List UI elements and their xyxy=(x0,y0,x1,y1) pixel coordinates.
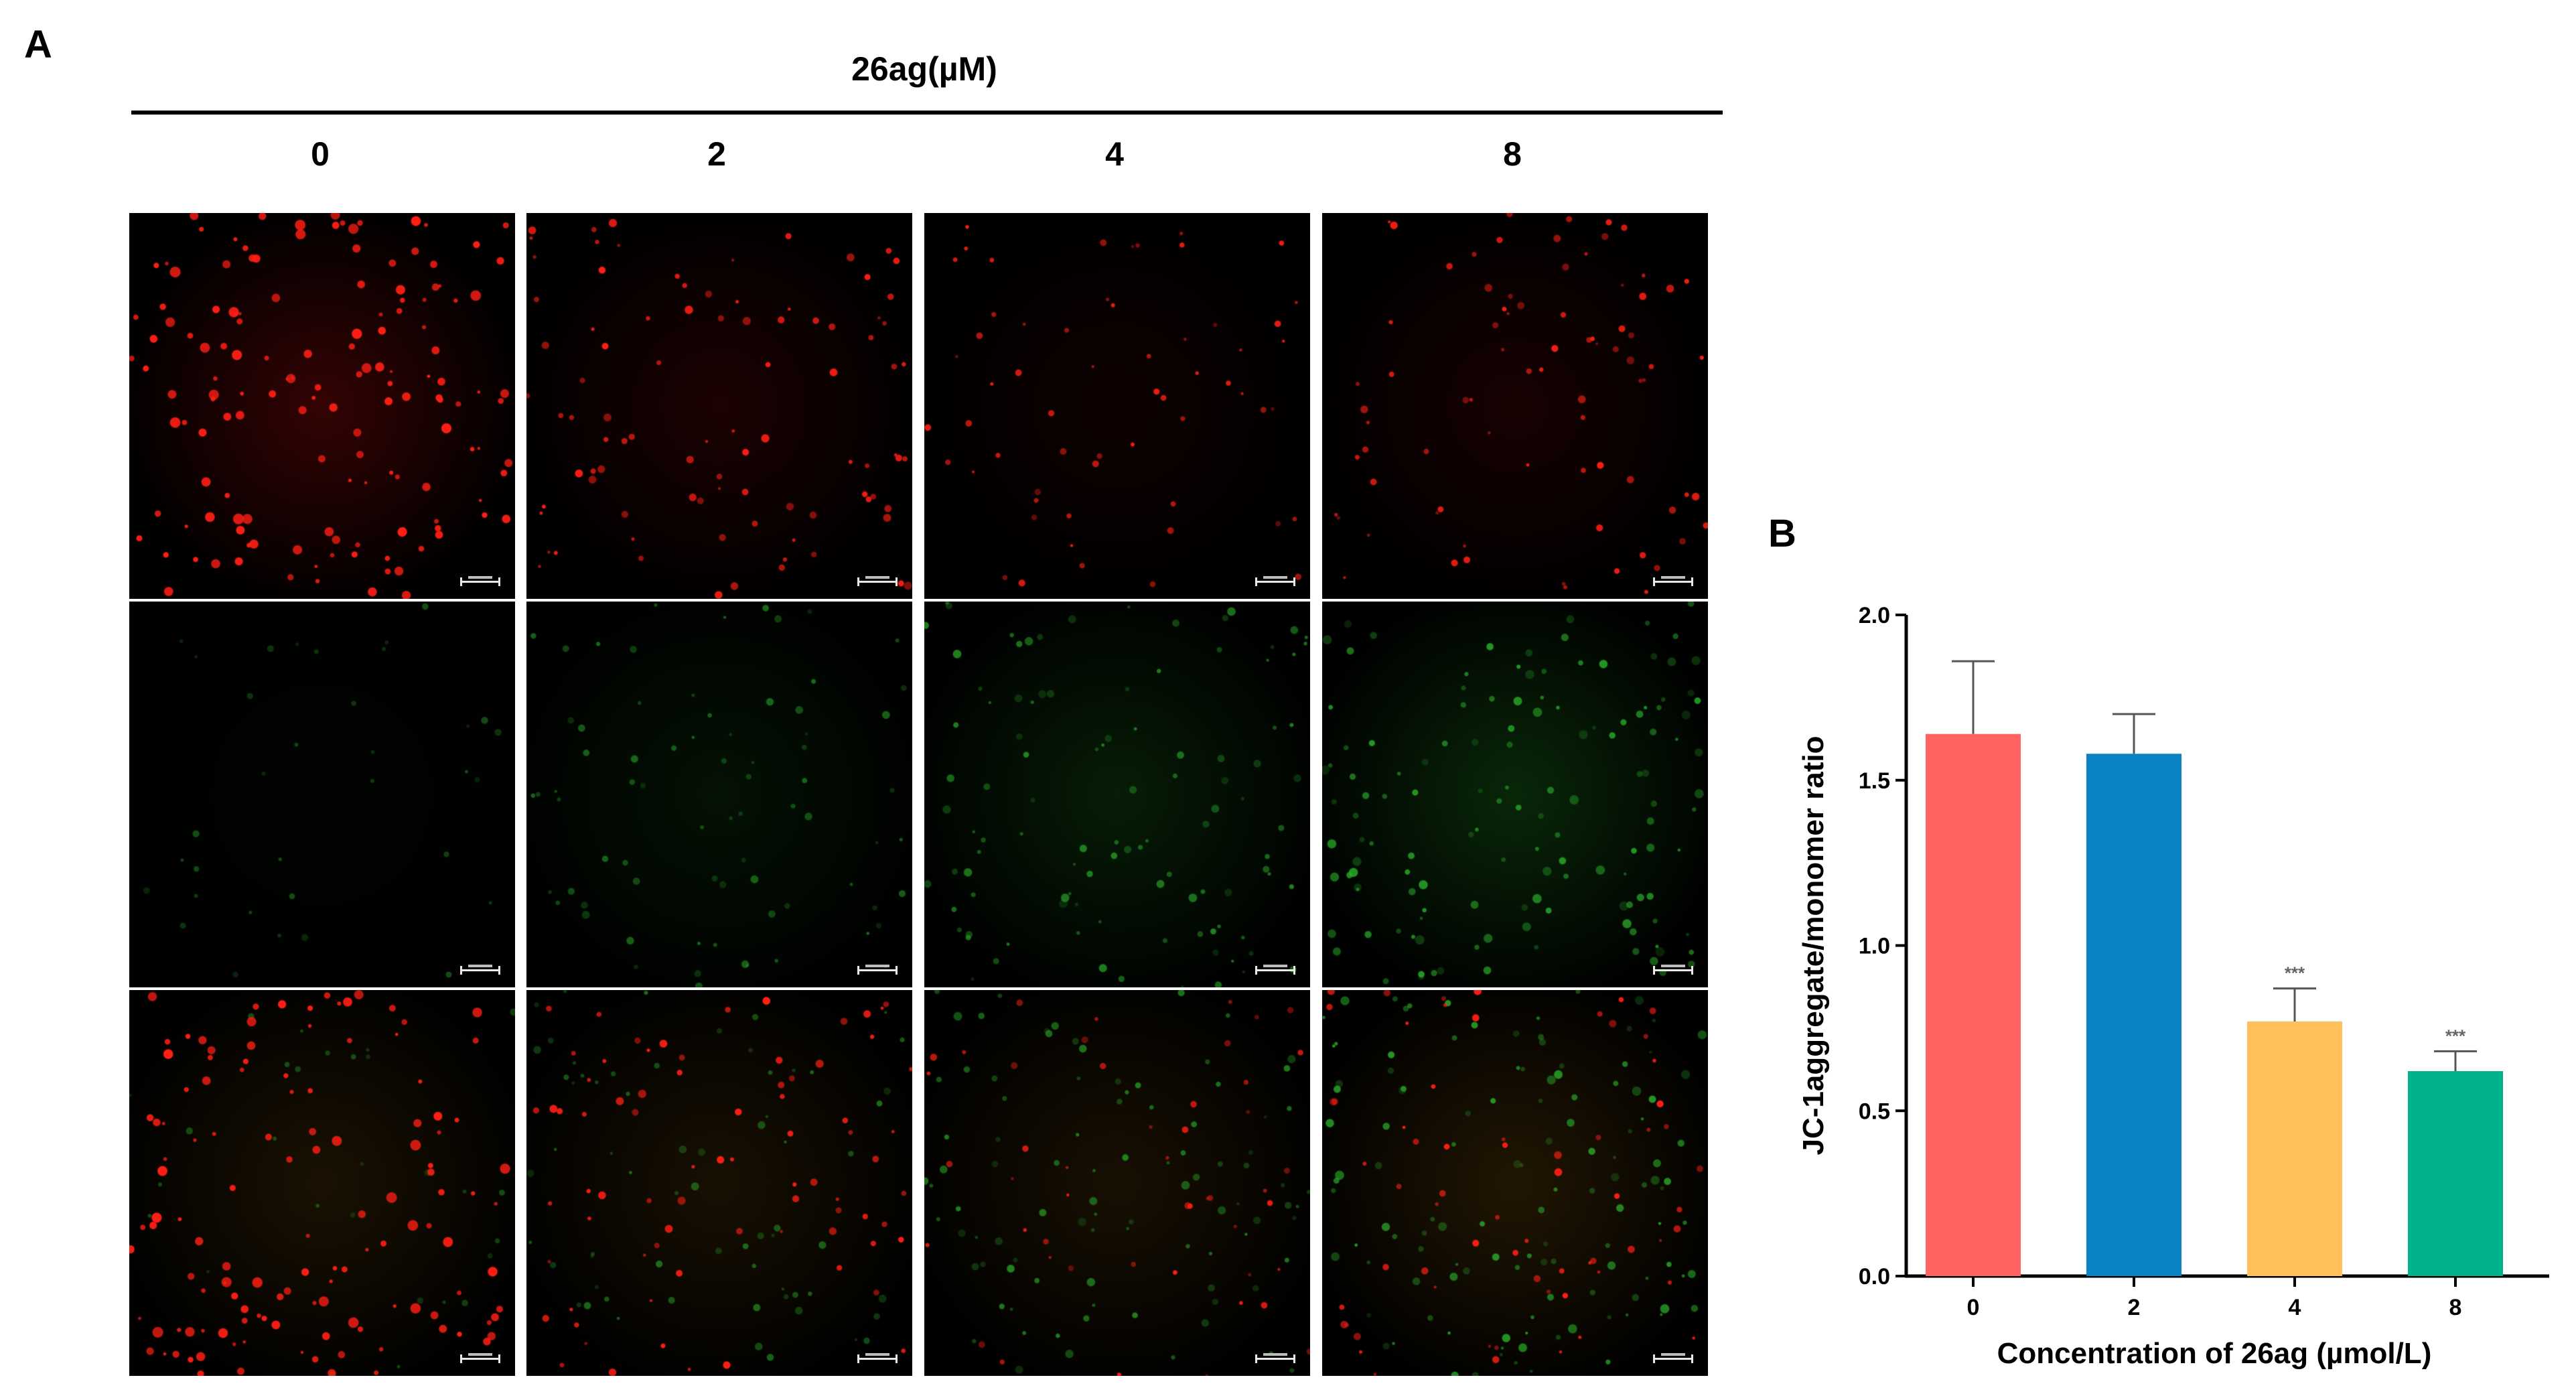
scale-bar xyxy=(1653,1354,1693,1363)
scale-bar xyxy=(460,1354,500,1363)
x-axis-title: Concentration of 26ag (µmol/L) xyxy=(1997,1337,2432,1370)
x-tick-label: 0 xyxy=(1967,1295,1980,1320)
scale-bar-label xyxy=(1661,965,1685,967)
micrograph-merge-8 xyxy=(1322,990,1708,1376)
scale-bar xyxy=(1255,1354,1295,1363)
x-tick-label: 8 xyxy=(2449,1295,2462,1320)
y-tick-label: 1.0 xyxy=(1859,934,1890,959)
micrograph-merge-2 xyxy=(526,990,912,1376)
column-label-2: 2 xyxy=(707,135,726,173)
significance-label: *** xyxy=(2445,1026,2466,1046)
micrograph-green-4 xyxy=(924,602,1310,987)
scale-bar-label xyxy=(1661,1353,1685,1356)
scale-bar-label xyxy=(468,576,492,579)
scale-bar-label xyxy=(1263,1353,1287,1356)
bar-0 xyxy=(1926,733,2021,1276)
scale-bar-label xyxy=(1661,576,1685,579)
scale-bar xyxy=(857,577,898,586)
scale-bar-label xyxy=(1263,576,1287,579)
y-tick-label: 2.0 xyxy=(1859,603,1890,628)
bar-chart: 0.0 0.5 1.0 1.5 2.0 0 2 4 *** 8 *** Concentration o… xyxy=(1797,603,2549,1370)
bar-8 xyxy=(2408,1071,2503,1276)
header-divider xyxy=(131,111,1723,115)
scale-bar-label xyxy=(1263,965,1287,967)
x-tick-label: 4 xyxy=(2289,1295,2301,1320)
micrograph-merge-0 xyxy=(129,990,515,1376)
micrograph-red-8 xyxy=(1322,213,1708,599)
scale-bar xyxy=(1653,577,1693,586)
scale-bar-label xyxy=(865,965,889,967)
scale-bar xyxy=(460,966,500,975)
column-label-0: 0 xyxy=(311,135,330,173)
concentration-header: 26ag(µM) xyxy=(851,50,997,88)
scale-bar-label xyxy=(865,576,889,579)
y-axis-title: JC-1aggregate/monomer ratio xyxy=(1797,736,1830,1156)
scale-bar xyxy=(857,1354,898,1363)
scale-bar-label xyxy=(865,1353,889,1356)
scale-bar-label xyxy=(468,1353,492,1356)
scale-bar xyxy=(857,966,898,975)
significance-label: *** xyxy=(2285,963,2305,983)
x-tick-label: 2 xyxy=(2128,1295,2141,1320)
y-tick-label: 0.0 xyxy=(1859,1264,1890,1289)
bar-4 xyxy=(2247,1022,2342,1276)
micrograph-merge-4 xyxy=(924,990,1310,1376)
bar-2 xyxy=(2086,754,2181,1276)
micrograph-red-0 xyxy=(129,213,515,599)
micrograph-green-8 xyxy=(1322,602,1708,987)
micrograph-grid xyxy=(129,213,1708,1376)
column-label-8: 8 xyxy=(1503,135,1522,173)
scale-bar xyxy=(460,577,500,586)
micrograph-red-2 xyxy=(526,213,912,599)
micrograph-green-2 xyxy=(526,602,912,987)
panel-b-label: B xyxy=(1768,512,1796,555)
y-tick-label: 0.5 xyxy=(1859,1099,1890,1124)
scale-bar-label xyxy=(468,965,492,967)
column-label-4: 4 xyxy=(1105,135,1124,173)
scale-bar xyxy=(1255,577,1295,586)
panel-a-label: A xyxy=(24,23,52,66)
micrograph-red-4 xyxy=(924,213,1310,599)
micrograph-green-0 xyxy=(129,602,515,987)
scale-bar xyxy=(1653,966,1693,975)
scale-bar xyxy=(1255,966,1295,975)
y-tick-label: 1.5 xyxy=(1859,768,1890,794)
